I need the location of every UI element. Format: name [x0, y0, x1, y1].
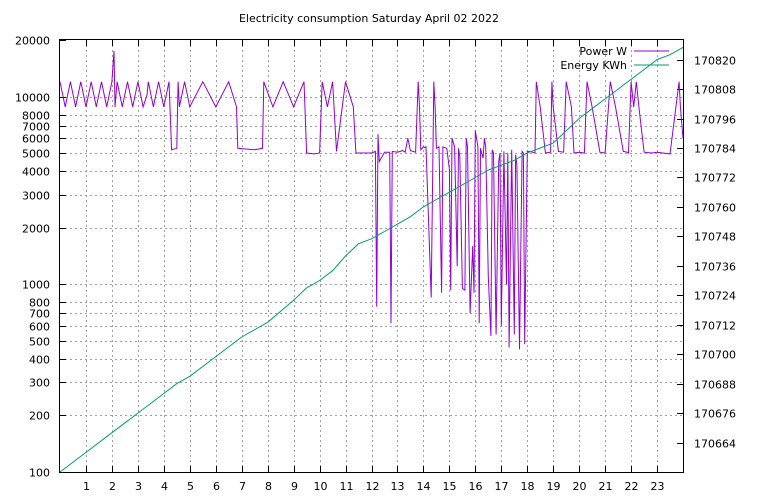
x-tick-label: 19 [547, 480, 561, 493]
grid-lines [60, 40, 683, 472]
plot-frame [59, 39, 684, 473]
y-left-tick-label: 20000 [15, 35, 50, 48]
y-left-tick-label: 2000 [22, 223, 50, 236]
x-tick-label: 23 [651, 480, 665, 493]
legend-label: Energy KWh [560, 59, 627, 72]
y-right-ticks: 170664 170676 170688 170700 170712 170724 1707… [677, 55, 736, 451]
y-right-tick-label: 170712 [694, 320, 736, 333]
x-tick-label: 4 [161, 480, 168, 493]
y-left-tick-label: 7000 [22, 121, 50, 134]
y-right-tick-label: 170760 [694, 202, 736, 215]
legend-label: Power W [579, 45, 627, 58]
x-tick-label: 16 [469, 480, 483, 493]
x-tick-label: 8 [265, 480, 272, 493]
x-tick-label: 2 [109, 480, 116, 493]
y-right-tick-label: 170688 [694, 379, 736, 392]
y-left-tick-label: 5000 [22, 148, 50, 161]
x-ticks: 1 2 3 4 5 6 7 8 9 10 11 12 13 14 15 16 17 18 19 20 21 22 23 [83, 40, 665, 493]
y-right-tick-label: 170796 [694, 114, 736, 127]
y-left-tick-label: 100 [29, 467, 50, 480]
x-tick-label: 15 [443, 480, 457, 493]
series-group [59, 46, 684, 473]
y-left-tick-label: 200 [29, 410, 50, 423]
y-left-tick-label: 800 [29, 297, 50, 310]
y-left-tick-label: 6000 [22, 133, 50, 146]
x-tick-label: 20 [573, 480, 587, 493]
series-line-power [59, 50, 684, 350]
y-right-tick-label: 170772 [694, 172, 736, 185]
y-right-tick-label: 170748 [694, 231, 736, 244]
x-tick-label: 5 [187, 480, 194, 493]
chart-title: Electricity consumption Saturday April 0… [239, 12, 499, 25]
x-tick-label: 13 [391, 480, 405, 493]
y-right-tick-label: 170676 [694, 408, 736, 421]
x-tick-label: 14 [417, 480, 431, 493]
y-right-tick-label: 170700 [694, 349, 736, 362]
y-left-tick-label: 3000 [22, 190, 50, 203]
x-tick-label: 7 [239, 480, 246, 493]
y-left-tick-label: 4000 [22, 166, 50, 179]
x-tick-label: 18 [521, 480, 535, 493]
x-tick-label: 3 [135, 480, 142, 493]
x-tick-label: 11 [340, 480, 354, 493]
y-right-tick-label: 170784 [694, 143, 736, 156]
x-tick-label: 9 [291, 480, 298, 493]
series-line-energy [59, 46, 684, 473]
y-left-tick-label: 10000 [15, 92, 50, 105]
x-tick-label: 21 [599, 480, 613, 493]
x-tick-label: 6 [213, 480, 220, 493]
x-tick-label: 10 [314, 480, 328, 493]
y-right-tick-label: 170820 [694, 55, 736, 68]
y-right-tick-label: 170808 [694, 84, 736, 97]
y-left-tick-label: 1000 [22, 279, 50, 292]
y-right-tick-label: 170724 [694, 290, 736, 303]
y-left-tick-label: 300 [29, 377, 50, 390]
y-right-tick-label: 170664 [694, 438, 736, 451]
y-left-tick-label: 400 [29, 354, 50, 367]
y-right-tick-label: 170736 [694, 261, 736, 274]
x-tick-label: 1 [83, 480, 90, 493]
y-left-tick-label: 700 [29, 308, 50, 321]
y-left-tick-label: 500 [29, 336, 50, 349]
x-tick-label: 17 [495, 480, 509, 493]
y-left-tick-label: 8000 [22, 110, 50, 123]
x-tick-label: 12 [366, 480, 380, 493]
y-left-tick-label: 600 [29, 321, 50, 334]
x-tick-label: 22 [625, 480, 639, 493]
